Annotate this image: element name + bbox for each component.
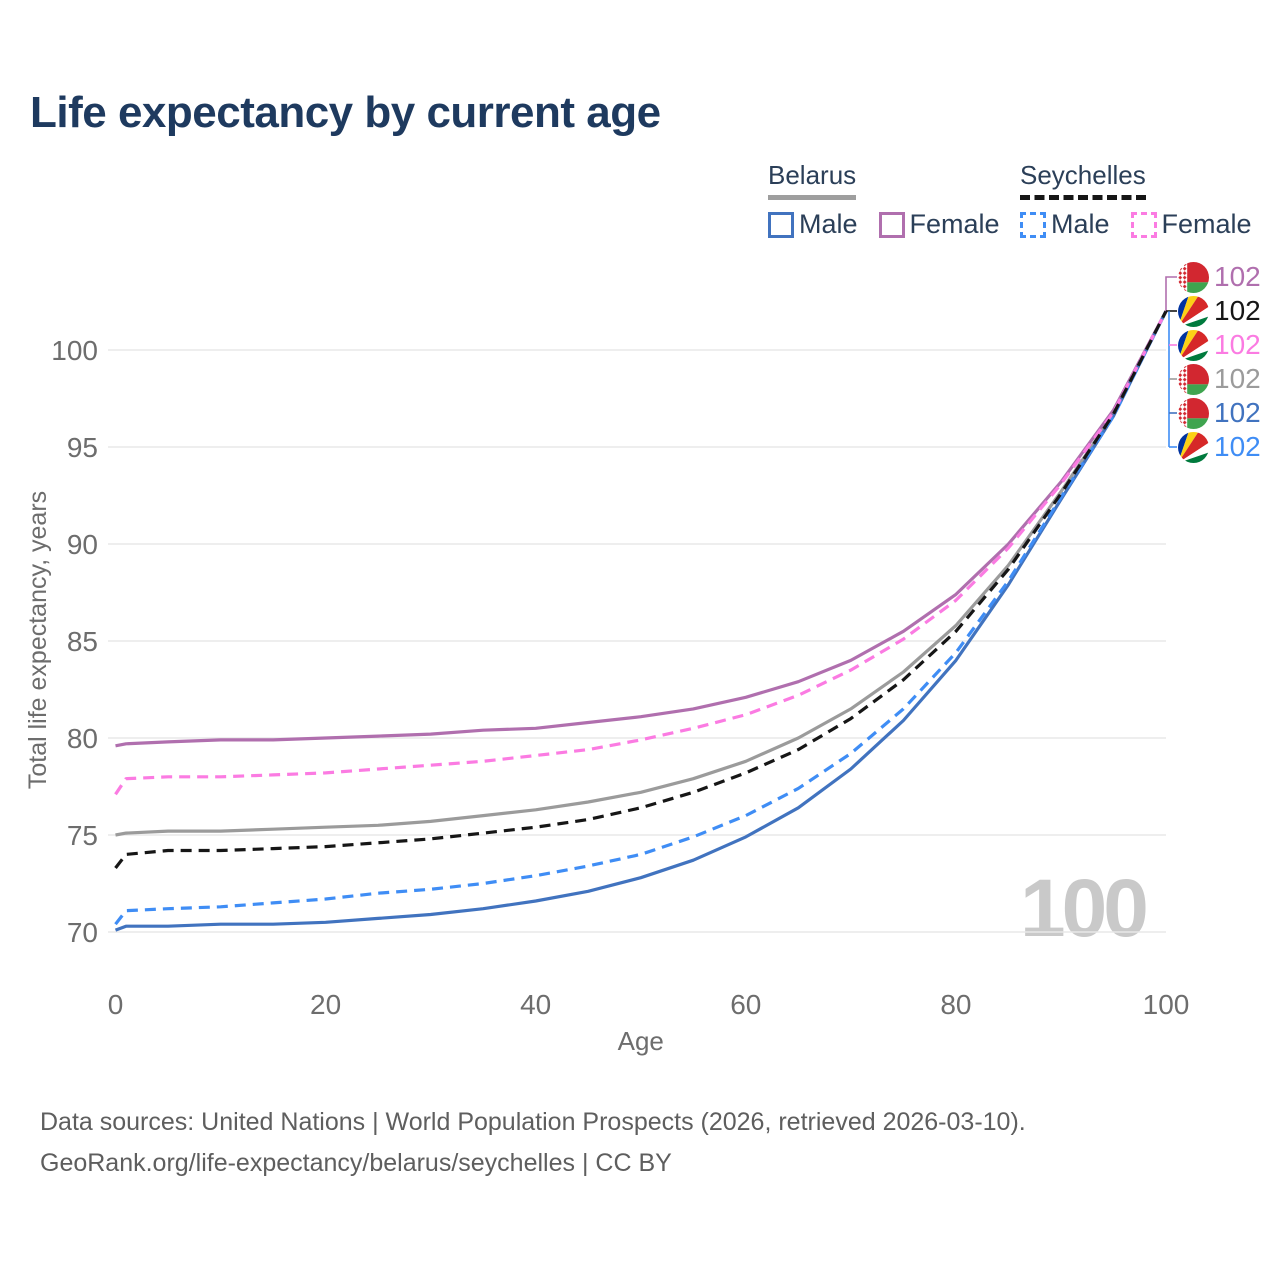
y-tick-label: 80 [67, 723, 98, 754]
series-line-belarus-total[interactable] [115, 310, 1168, 837]
end-value: 102 [1214, 261, 1261, 292]
belarus-flag-icon [1178, 398, 1209, 429]
end-value: 102 [1214, 397, 1261, 428]
legend-label-seychelles-male[interactable]: Male [1051, 209, 1110, 239]
legend-swatch-belarus-female[interactable] [878, 211, 905, 238]
data-sources-line1: Data sources: United Nations | World Pop… [40, 1108, 1026, 1136]
end-value: 102 [1214, 363, 1261, 394]
legend-label-seychelles-female[interactable]: Female [1161, 209, 1252, 239]
age-counter-watermark: 100 [1020, 863, 1149, 954]
legend-swatch-seychelles-female[interactable] [1130, 211, 1157, 238]
belarus-flag-icon [1178, 364, 1209, 395]
seychelles-flag-icon [1178, 330, 1209, 361]
seychelles-flag-icon [1178, 296, 1209, 327]
y-axis-title: Total life expectancy, years [24, 491, 52, 789]
x-tick-label: 0 [108, 989, 124, 1020]
legend-label-belarus-male[interactable]: Male [799, 209, 858, 239]
y-tick-label: 85 [67, 626, 98, 657]
legend-label-belarus-female[interactable]: Female [909, 209, 1000, 239]
series-line-belarus-female[interactable] [115, 310, 1168, 748]
x-tick-label: 100 [1143, 989, 1190, 1020]
legend-group-belarus: Belarus Male Female [768, 160, 1021, 240]
end-value: 102 [1214, 329, 1261, 360]
legend-swatch-seychelles-male[interactable] [1020, 211, 1046, 238]
seychelles-flag-icon [1178, 432, 1209, 463]
legend-country-seychelles[interactable]: Seychelles [1020, 160, 1146, 200]
series-line-belarus-male[interactable] [114, 310, 1168, 932]
y-tick-label: 95 [67, 432, 98, 463]
series-end-label: 102 [1178, 294, 1261, 328]
data-sources: Data sources: United Nations | World Pop… [40, 1102, 1026, 1184]
legend-swatch-belarus-male[interactable] [768, 211, 794, 238]
series-end-label: 102 [1178, 430, 1261, 464]
series-end-label: 102 [1178, 328, 1261, 362]
series-end-label: 102 [1178, 362, 1261, 396]
x-tick-label: 60 [730, 989, 761, 1020]
legend-group-seychelles: Seychelles Male Female [1020, 160, 1273, 240]
end-value: 102 [1214, 295, 1261, 326]
legend-country-belarus[interactable]: Belarus [768, 160, 857, 200]
x-tick-label: 20 [310, 989, 341, 1020]
x-tick-label: 80 [940, 989, 971, 1020]
page-title: Life expectancy by current age [30, 88, 661, 137]
y-tick-label: 90 [67, 529, 98, 560]
leader-line [1165, 276, 1177, 312]
series-end-label: 102 [1178, 260, 1261, 294]
y-tick-label: 70 [67, 917, 98, 948]
x-tick-label: 40 [520, 989, 551, 1020]
series-line-seychelles-total[interactable] [114, 310, 1168, 869]
series-line-seychelles-male[interactable] [114, 310, 1168, 926]
belarus-flag-icon [1178, 262, 1209, 293]
series-end-label: 102 [1178, 396, 1261, 430]
end-value: 102 [1214, 431, 1261, 462]
y-tick-label: 100 [51, 335, 98, 366]
x-axis-title: Age [618, 1026, 664, 1056]
y-tick-label: 75 [67, 820, 98, 851]
series-line-seychelles-female[interactable] [114, 310, 1168, 796]
data-sources-line2[interactable]: GeoRank.org/life-expectancy/belarus/seyc… [40, 1149, 672, 1177]
